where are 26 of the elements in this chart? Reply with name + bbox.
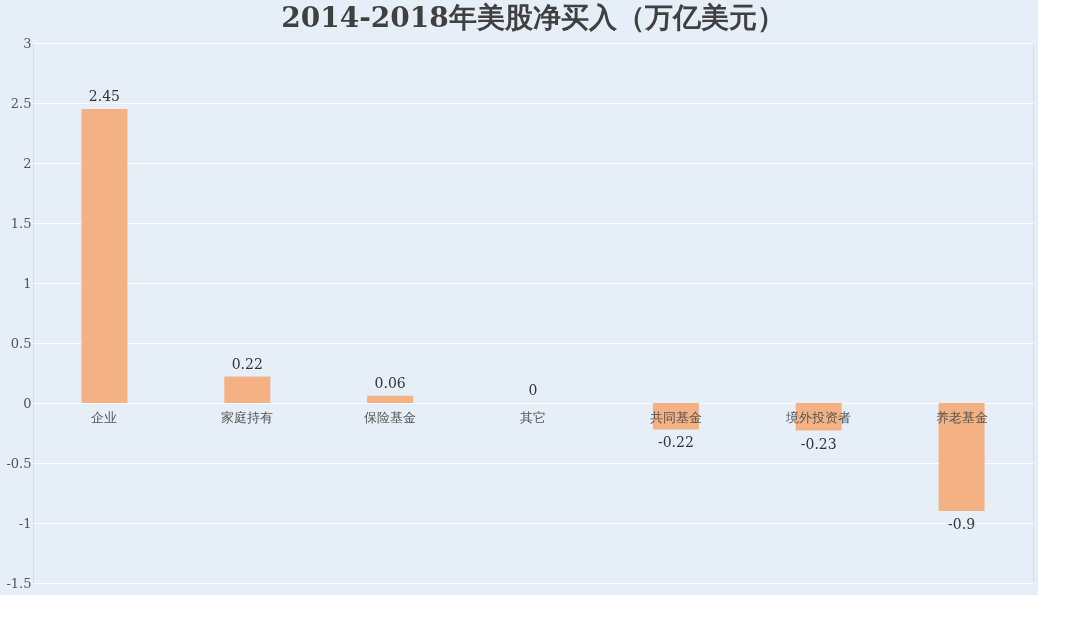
data-label: -0.22 (657, 434, 694, 451)
data-label: 0.06 (374, 374, 406, 391)
y-tick-label: -0.5 (6, 455, 32, 471)
data-label: 2.45 (88, 88, 121, 104)
bar (224, 376, 271, 403)
y-tick-label: 1 (23, 275, 32, 291)
y-tick-label: 0.5 (10, 335, 32, 351)
y-tick-label: 3 (23, 35, 32, 51)
x-tick-label: 企业 (91, 409, 118, 425)
data-label: 0 (528, 382, 538, 398)
y-tick-label: 2.5 (10, 95, 32, 111)
data-label: -0.23 (800, 435, 837, 452)
bar (81, 109, 128, 403)
x-tick-label: 其它 (520, 409, 546, 425)
y-tick-label: 1.5 (10, 215, 32, 231)
bar (938, 403, 985, 511)
data-label: -0.9 (948, 516, 976, 532)
bar (367, 395, 414, 403)
y-tick-label: -1 (18, 515, 32, 531)
chart-title: 2014-2018年美股净买入（万亿美元） (281, 1, 785, 34)
y-tick-label: 2 (23, 155, 32, 171)
data-label: 0.22 (231, 355, 263, 372)
x-tick-label: 保险基金 (364, 409, 417, 425)
x-tick-label: 家庭持有 (221, 409, 274, 425)
y-tick-label: -1.5 (6, 575, 32, 591)
y-tick-label: 0 (23, 395, 32, 411)
